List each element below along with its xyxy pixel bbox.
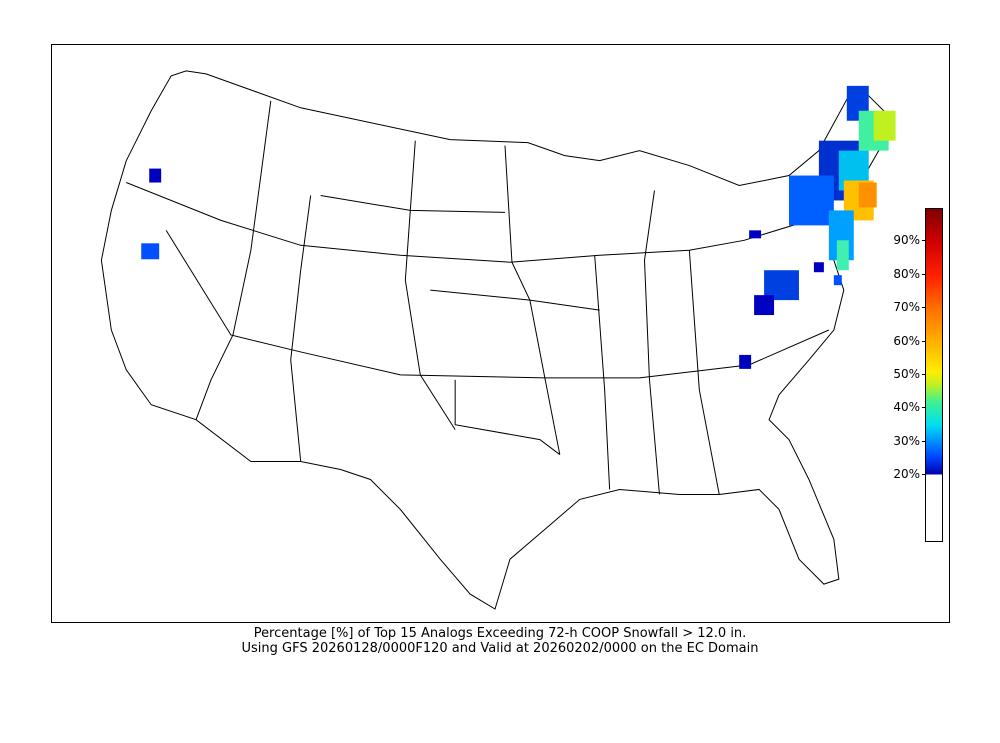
colorbar-tick-label: 60% <box>880 334 926 348</box>
colorbar-tick-label: 70% <box>880 300 926 314</box>
colorbar-tick-label: 90% <box>880 233 926 247</box>
colorbar-tick-label: 30% <box>880 434 926 448</box>
state-line <box>644 190 660 495</box>
state-line <box>430 289 600 311</box>
colorbar-tick-label: 40% <box>880 400 926 414</box>
state-line <box>594 255 611 490</box>
boundaries <box>100 70 895 610</box>
colorbar-tick-label: 80% <box>880 267 926 281</box>
snow-probability-cell <box>836 240 849 271</box>
snow-probability-cell <box>754 295 775 316</box>
snow-probability-cell <box>749 230 762 239</box>
snow-probability-cell <box>833 275 842 286</box>
snow-probability-cell <box>858 182 877 208</box>
state-line <box>126 182 810 263</box>
colorbar-tick-label: 20% <box>880 467 926 481</box>
state-line <box>454 379 561 455</box>
state-line <box>688 250 720 495</box>
state-line <box>404 140 456 430</box>
snow-probability-cell <box>141 243 160 260</box>
caption-line-2: Using GFS 20260128/0000F120 and Valid at… <box>241 641 759 656</box>
map-panel <box>51 44 950 623</box>
state-line <box>165 230 830 379</box>
snow-probability-cell <box>739 354 752 369</box>
snowfall-probability-field <box>141 85 896 369</box>
state-line <box>290 195 312 462</box>
snow-probability-cell <box>813 262 824 273</box>
state-line <box>195 100 272 420</box>
colorbar <box>925 208 943 542</box>
snow-probability-cell <box>149 168 162 183</box>
snow-probability-cell <box>873 110 896 141</box>
us-outline <box>100 70 895 610</box>
caption-line-1: Percentage [%] of Top 15 Analogs Exceedi… <box>253 626 747 641</box>
state-line <box>320 194 505 213</box>
snow-probability-cell <box>789 175 834 226</box>
colorbar-tick-label: 50% <box>880 367 926 381</box>
